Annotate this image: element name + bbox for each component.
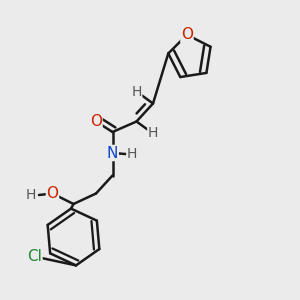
Text: Cl: Cl	[27, 249, 42, 264]
Text: O: O	[181, 27, 193, 42]
Text: N: N	[107, 146, 118, 160]
Text: O: O	[46, 186, 58, 201]
Text: H: H	[148, 127, 158, 140]
Text: O: O	[90, 114, 102, 129]
Text: H: H	[127, 148, 137, 161]
Text: H: H	[131, 85, 142, 98]
Text: H: H	[26, 188, 36, 202]
